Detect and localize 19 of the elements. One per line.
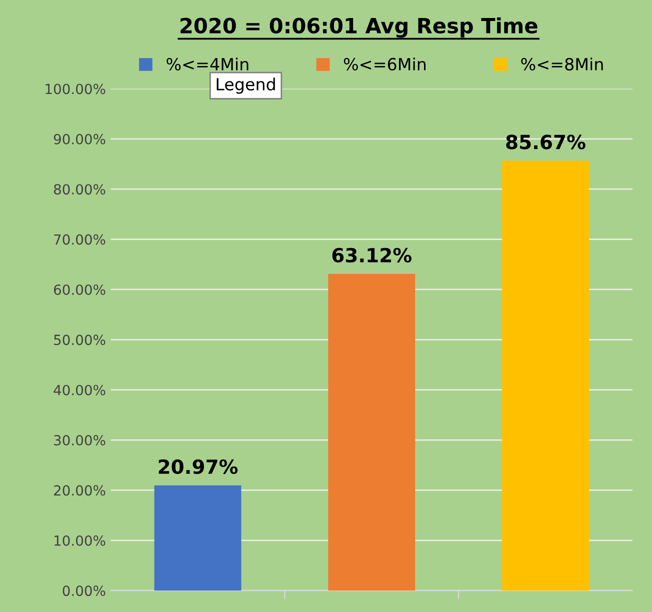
legend-label: %<=8Min	[521, 58, 603, 71]
legend-label: %<=4Min	[166, 58, 248, 71]
y-tick-label: 60.00%	[54, 284, 106, 295]
y-tick-label: 10.00%	[54, 535, 106, 546]
y-tick-label: 30.00%	[54, 434, 106, 446]
y-tick-label: 70.00%	[54, 234, 106, 245]
y-tick-label: 40.00%	[54, 384, 106, 396]
y-tick-label: 50.00%	[54, 334, 106, 346]
text: 20.97%	[158, 459, 238, 474]
y-tick-label: 80.00%	[54, 184, 106, 195]
text: 85.67%	[506, 134, 586, 150]
annotation: Legend	[216, 78, 275, 94]
chart-title: 2020 = 0:06:01 Avg Resp Time	[180, 17, 538, 38]
y-tick-label: 20.00%	[54, 485, 106, 496]
y-tick-label: 90.00%	[54, 134, 106, 144]
text: 63.12%	[332, 248, 412, 263]
legend-label: %<=6Min	[344, 58, 426, 71]
y-tick-label: 0.00%	[62, 586, 106, 596]
y-tick-label: 100.00%	[46, 84, 106, 94]
